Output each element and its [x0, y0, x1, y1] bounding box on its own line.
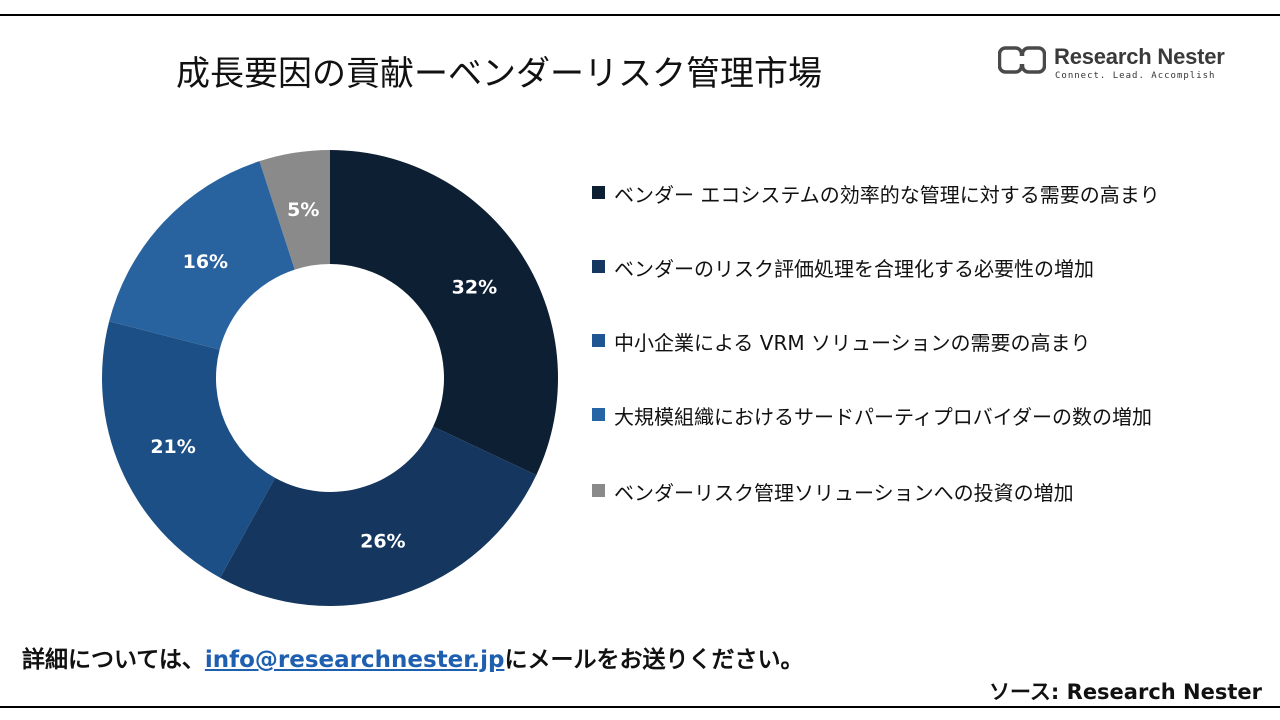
donut-chart: 32% 26% 21% 16% 5% — [101, 150, 558, 606]
logo-mark-icon — [998, 46, 1046, 74]
legend-swatch — [592, 484, 605, 497]
donut-slice-1 — [330, 150, 558, 476]
donut-slice-2 — [220, 426, 537, 606]
research-nester-logo: Research Nester Connect. Lead. Accomplis… — [998, 44, 1228, 88]
slice-label-1: 32% — [452, 276, 497, 298]
legend-swatch — [592, 260, 605, 273]
logo-tagline: Connect. Lead. Accomplish — [1055, 71, 1216, 81]
chart-title: 成長要因の貢献ーベンダーリスク管理市場 — [176, 54, 822, 94]
legend-label: ベンダー エコシステムの効率的な管理に対する需要の高まり — [614, 183, 1160, 207]
slice-label-3: 21% — [150, 436, 195, 458]
legend-label: ベンダーリスク管理ソリューションへの投資の増加 — [614, 481, 1074, 505]
legend-swatch — [592, 334, 605, 347]
donut-slice-5 — [259, 150, 330, 270]
legend-label: ベンダーのリスク評価処理を合理化する必要性の増加 — [614, 257, 1094, 281]
legend-label: 中小企業による VRM ソリューションの需要の高まり — [614, 331, 1091, 355]
donut-slice-labels: 32% 26% 21% 16% 5% — [150, 199, 497, 553]
footer-suffix: にメールをお送りください。 — [504, 647, 804, 673]
slice-label-2: 26% — [360, 531, 405, 553]
top-rule — [0, 14, 1280, 16]
legend-label: 大規模組織におけるサードパーティプロバイダーの数の増加 — [614, 405, 1152, 429]
bottom-rule — [0, 706, 1280, 708]
logo-name: Research Nester — [1054, 44, 1225, 69]
slice-label-5: 5% — [287, 199, 319, 221]
donut-slice-4 — [109, 161, 295, 350]
email-link[interactable]: info@researchnester.jp — [204, 647, 505, 673]
donut-slice-3 — [101, 321, 276, 578]
slice-label-4: 16% — [183, 251, 228, 273]
legend-swatch — [592, 408, 605, 421]
source-credit: ソース: Research Nester — [988, 680, 1262, 704]
donut-slices — [101, 150, 558, 606]
footer-contact: 詳細については、info@researchnester.jpにメールをお送りくだ… — [22, 640, 803, 674]
legend-swatch — [592, 186, 605, 199]
footer-prefix: 詳細については、 — [22, 647, 205, 673]
